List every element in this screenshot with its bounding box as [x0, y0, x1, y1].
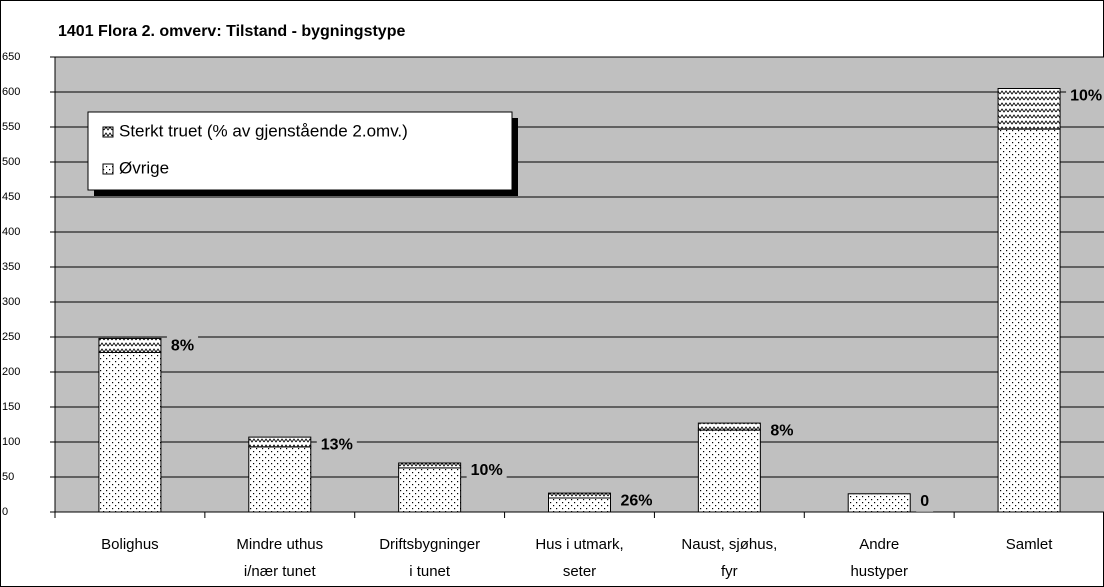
y-tick-label: 650 — [2, 51, 20, 63]
bar-segment — [997, 88, 1061, 130]
data-label: 13% — [321, 436, 353, 453]
data-label-bg — [316, 435, 357, 456]
x-tick-label: Driftsbygninger — [379, 536, 480, 553]
legend-box — [87, 111, 513, 191]
bar-segment — [398, 462, 462, 469]
x-tick-label: Bolighus — [101, 536, 159, 553]
bar-segment — [697, 429, 761, 513]
data-label-bg — [616, 491, 657, 512]
x-tick-label: i tunet — [409, 563, 451, 580]
y-tick-label: 350 — [2, 261, 20, 273]
data-label-bg — [466, 461, 507, 481]
y-tick-label: 250 — [2, 331, 20, 343]
legend-label: Øvrige — [119, 158, 169, 177]
data-label: 26% — [621, 492, 653, 509]
bar-segment — [548, 497, 611, 513]
data-label-bg — [166, 336, 199, 357]
x-tick-label: Hus i utmark, — [535, 536, 623, 553]
y-tick-label: 500 — [2, 156, 20, 168]
data-label-bg — [766, 421, 798, 442]
x-tick-label: hustyper — [850, 563, 908, 580]
y-tick-label: 200 — [2, 366, 20, 378]
y-tick-label: 400 — [2, 226, 20, 238]
y-tick-label: 50 — [2, 471, 14, 483]
bar-segment — [548, 492, 611, 499]
legend-swatch — [102, 126, 114, 138]
bar-segment — [98, 351, 162, 513]
x-tick-label: i/nær tunet — [244, 563, 317, 580]
bar-segment — [398, 467, 462, 513]
data-label: 8% — [171, 338, 194, 355]
x-tick-label: fyr — [721, 563, 738, 580]
data-label: 10% — [471, 462, 503, 479]
x-tick-label: Naust, sjøhus, — [681, 536, 777, 553]
bar-segment — [997, 128, 1061, 513]
data-label: 10% — [1070, 88, 1102, 105]
bar-segment — [847, 493, 911, 513]
y-tick-label: 450 — [2, 191, 20, 203]
legend-swatch — [102, 163, 114, 175]
bar-segment — [248, 436, 312, 448]
data-label-bg — [1066, 86, 1104, 107]
y-tick-label: 150 — [2, 401, 20, 413]
data-label: 8% — [770, 422, 793, 439]
y-tick-label: 600 — [2, 86, 20, 98]
x-tick-label: Mindre uthus — [236, 536, 323, 553]
chart-title: 1401 Flora 2. omverv: Tilstand - bygning… — [58, 23, 405, 40]
bar-segment — [248, 446, 312, 513]
x-tick-label: seter — [563, 563, 596, 580]
y-tick-label: 0 — [2, 506, 8, 518]
y-tick-label: 100 — [2, 436, 20, 448]
legend-label: Sterkt truet (% av gjenstående 2.omv.) — [119, 121, 408, 140]
x-tick-label: Samlet — [1006, 536, 1054, 553]
bar-segment — [98, 337, 162, 353]
y-tick-label: 300 — [2, 296, 20, 308]
x-tick-label: Andre — [859, 536, 899, 553]
bar-segment — [697, 422, 761, 431]
data-label: 0 — [920, 493, 929, 510]
data-label-bg — [916, 491, 934, 512]
y-tick-label: 550 — [2, 121, 20, 133]
